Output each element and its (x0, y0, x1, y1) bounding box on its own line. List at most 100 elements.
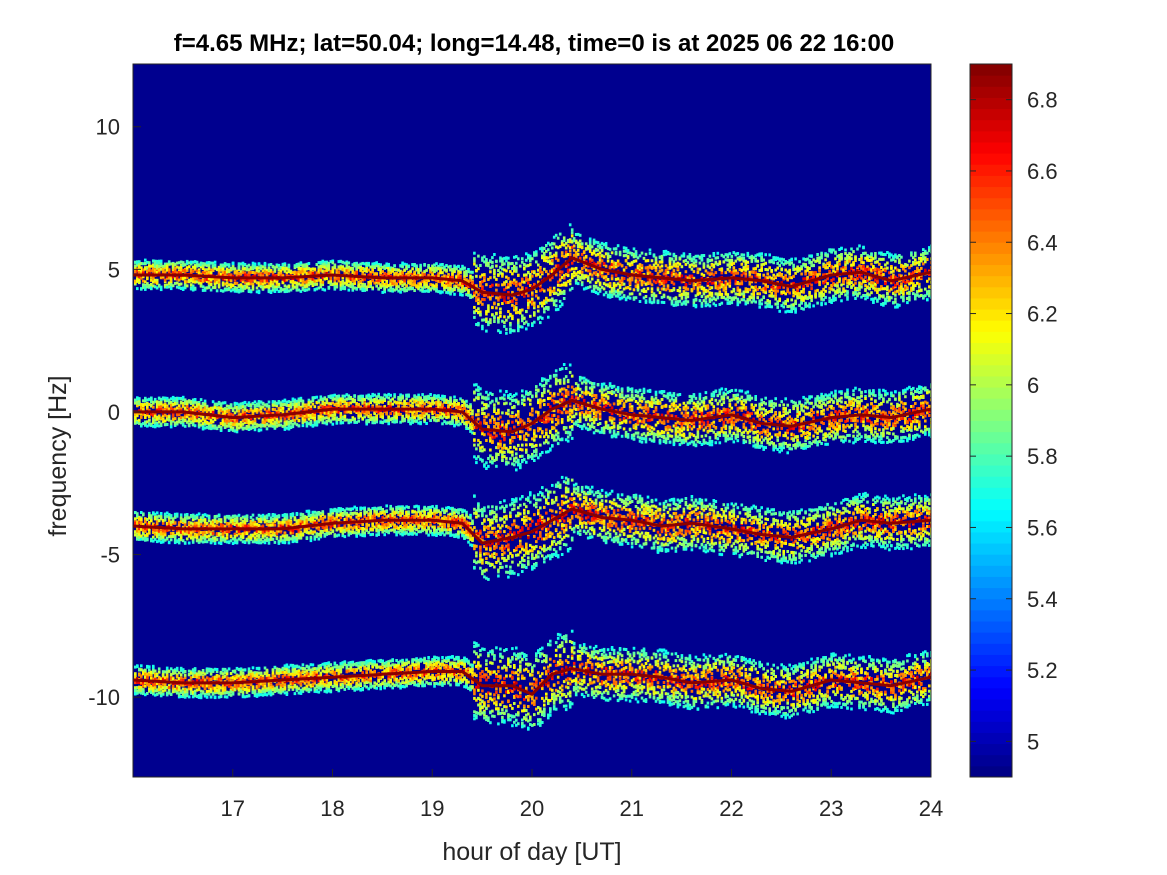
spectrogram-cell (233, 267, 237, 271)
spectrogram-cell (431, 286, 434, 290)
spectrogram-cell (529, 277, 532, 281)
spectrogram-cell (301, 264, 305, 268)
spectrogram-cell (279, 271, 283, 275)
spectrogram-cell (598, 243, 602, 247)
spectrogram-cell (153, 285, 157, 289)
spectrogram-cell (890, 296, 893, 300)
spectrogram-cell (556, 236, 560, 240)
spectrogram-cell (636, 285, 640, 289)
spectrogram-cell (560, 276, 564, 279)
spectrogram-cell (465, 272, 468, 276)
spectrogram-cell (724, 271, 728, 275)
spectrogram-cell (401, 271, 404, 275)
spectrogram-cell (616, 294, 620, 298)
spectrogram-cell (874, 252, 877, 255)
spectrogram-cell (189, 287, 193, 291)
spectrogram-cell (459, 270, 462, 274)
spectrogram-cell (531, 302, 534, 306)
spectrogram-cell (441, 290, 444, 294)
spectrogram-cell (539, 269, 542, 273)
spectrogram-cell (754, 267, 757, 271)
spectrogram-cell (782, 305, 785, 309)
spectrogram-cell (249, 270, 253, 274)
spectrogram-cell (377, 263, 380, 266)
spectrogram-cell (558, 289, 562, 293)
spectrogram-cell (181, 269, 185, 272)
chart-title: f=4.65 MHz; lat=50.04; long=14.48, time=… (174, 30, 894, 57)
spectrogram-cell (146, 285, 149, 289)
spectrogram-cell (365, 266, 368, 270)
spectrogram-cell (177, 286, 181, 290)
spectrogram-cell (461, 293, 464, 297)
spectrogram-cell (367, 281, 370, 284)
spectrogram-cell (423, 280, 426, 284)
spectrogram-cell (586, 264, 590, 268)
spectrogram-cell (652, 266, 656, 269)
spectrogram-cell (407, 264, 410, 268)
spectrogram-cell (515, 266, 518, 270)
spectrogram-cell (375, 272, 378, 276)
spectrogram-cell (355, 270, 358, 274)
spectrogram-cell (279, 289, 283, 293)
spectrogram-cell (195, 269, 199, 273)
spectrogram-cell (487, 307, 490, 310)
spectrogram-cell (217, 283, 221, 287)
spectrogram-cell (894, 293, 897, 297)
spectrogram-cell (479, 264, 482, 267)
spectrogram-cell (622, 254, 626, 258)
spectrogram-cell (558, 273, 562, 277)
spectrogram-cell (235, 271, 239, 275)
spectrogram-cell (636, 269, 640, 273)
spectrogram-cell (257, 283, 261, 287)
spectrogram-cell (521, 280, 524, 284)
spectrogram-cell (263, 279, 267, 283)
spectrogram-cell (824, 258, 827, 262)
spectrogram-cell (828, 261, 831, 265)
spectrogram-cell (217, 268, 221, 272)
plot-area (132, 63, 932, 778)
spectrogram-cell (511, 303, 514, 307)
spectrogram-cell (523, 280, 526, 284)
spectrogram-cell (177, 261, 181, 265)
spectrogram-cell (301, 277, 305, 281)
spectrogram-cell (315, 279, 319, 283)
spectrogram-cell (890, 266, 893, 270)
spectrogram-cell (612, 292, 616, 296)
spectrogram-cell (864, 275, 867, 279)
spectrogram-cell (882, 257, 885, 261)
spectrogram-cell (201, 271, 205, 274)
spectrogram-cell (816, 301, 819, 305)
spectrogram-cell (580, 273, 584, 277)
spectrogram-cell (584, 242, 588, 246)
spectrogram-cell (161, 268, 165, 271)
spectrogram-cell (694, 259, 698, 263)
spectrogram-cell (592, 249, 596, 253)
spectrogram-cell (379, 268, 382, 272)
spectrogram-cell (341, 276, 345, 280)
spectrogram-cell (251, 285, 255, 289)
spectrogram-cell (173, 266, 177, 270)
spectrogram-cell (566, 280, 570, 283)
spectrogram-cell (136, 287, 139, 291)
spectrogram-cell (543, 252, 546, 255)
spectrogram-cell (517, 318, 520, 322)
spectrogram-cell (291, 286, 295, 290)
spectrogram-cell (620, 290, 624, 294)
spectrogram-cell (343, 269, 347, 273)
spectrogram-cell (626, 278, 630, 282)
spectrogram-cell (874, 255, 877, 258)
spectrogram-cell (361, 278, 364, 282)
spectrogram-cell (892, 269, 895, 273)
spectrogram-cell (169, 262, 173, 266)
spectrogram-cell (614, 252, 618, 256)
spectrogram-cell (541, 248, 544, 252)
spectrogram-cell (309, 270, 313, 274)
spectrogram-cell (275, 274, 279, 278)
spectrogram-cell (505, 327, 508, 331)
spectrogram-cell (525, 273, 528, 277)
spectrogram-cell (612, 247, 616, 251)
spectrogram-cell (507, 296, 510, 300)
spectrogram-cell (253, 274, 257, 278)
spectrogram-cell (215, 281, 219, 285)
spectrogram-cell (642, 256, 646, 260)
